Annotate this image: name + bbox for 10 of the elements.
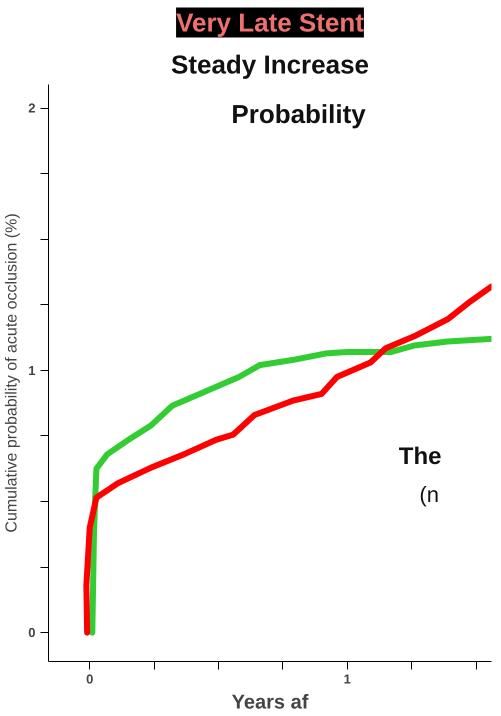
annotation: (n — [419, 482, 439, 507]
y-axis-title: Cumulative probability of acute occlusion (%) — [3, 213, 20, 533]
y-tick-label: 1 — [28, 362, 36, 378]
y-tick-label: 2 — [28, 100, 36, 116]
annotation: Probability — [231, 99, 366, 130]
y-tick-label: 0 — [28, 625, 36, 640]
annotation: The — [398, 443, 442, 470]
x-axis-title: Years af — [232, 692, 309, 714]
chart-title: Very Late Stent — [176, 8, 364, 38]
chart-subtitle: Steady Increase — [170, 50, 370, 80]
